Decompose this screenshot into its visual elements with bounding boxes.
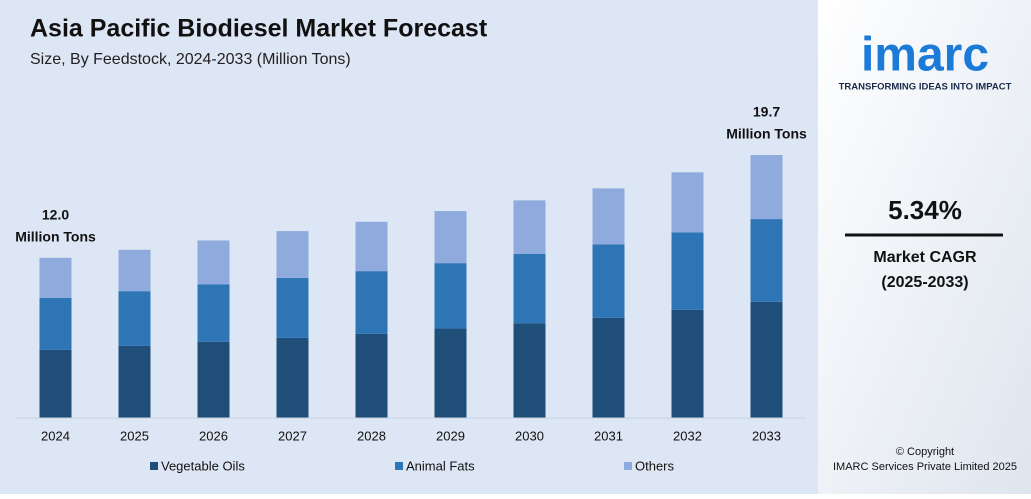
annotation-unit: Million Tons [15, 229, 96, 245]
bar-segment [197, 240, 230, 285]
side-panel [818, 0, 1031, 494]
bar-segment [118, 291, 151, 346]
legend-swatch [624, 462, 632, 470]
chart-subtitle: Size, By Feedstock, 2024-2033 (Million T… [30, 51, 351, 68]
bar-segment [750, 301, 783, 418]
bar-segment [197, 284, 230, 342]
cagr-label: Market CAGR [873, 249, 977, 266]
bar-segment [118, 345, 151, 418]
x-tick-label: 2027 [278, 428, 307, 443]
x-tick-label: 2033 [752, 428, 781, 443]
legend-label: Animal Fats [406, 458, 475, 473]
bar-segment [39, 349, 72, 418]
bar-segment [434, 328, 467, 418]
legend-swatch [150, 462, 158, 470]
cagr-value: 5.34% [888, 195, 962, 225]
annotation-value: 12.0 [42, 207, 69, 223]
x-tick-label: 2031 [594, 428, 623, 443]
bar-segment [355, 221, 388, 272]
chart-title: Asia Pacific Biodiesel Market Forecast [30, 15, 488, 43]
bar-segment [355, 333, 388, 418]
bar-segment [276, 337, 309, 418]
company: IMARC Services Private Limited 2025 [833, 461, 1017, 473]
bar-segment [276, 231, 309, 278]
bar-segment [671, 172, 704, 233]
legend-label: Others [635, 458, 675, 473]
bar-segment [592, 244, 625, 318]
x-tick-label: 2030 [515, 428, 544, 443]
x-tick-label: 2029 [436, 428, 465, 443]
bar-segment [671, 232, 704, 310]
bar-segment [750, 155, 783, 220]
bar-segment [197, 341, 230, 418]
bar-segment [39, 257, 72, 298]
x-tick-label: 2028 [357, 428, 386, 443]
bar-segment [118, 249, 151, 292]
legend-swatch [395, 462, 403, 470]
bar-segment [513, 200, 546, 254]
x-tick-label: 2025 [120, 428, 149, 443]
copyright: © Copyright [896, 446, 954, 458]
logo: imarc [861, 29, 989, 82]
cagr-period: (2025-2033) [881, 274, 968, 291]
bar-segment [750, 219, 783, 302]
bar-segment [276, 277, 309, 338]
bar-segment [592, 188, 625, 245]
bar-segment [592, 317, 625, 418]
bar-segment [513, 253, 546, 324]
bar-segment [671, 309, 704, 418]
legend-label: Vegetable Oils [161, 458, 245, 473]
annotation-unit: Million Tons [726, 126, 807, 142]
tagline: TRANSFORMING IDEAS INTO IMPACT [839, 82, 1012, 93]
x-tick-label: 2032 [673, 428, 702, 443]
bar-segment [434, 263, 467, 329]
x-tick-label: 2024 [41, 428, 70, 443]
bar-segment [355, 271, 388, 334]
bar-segment [513, 323, 546, 418]
x-tick-label: 2026 [199, 428, 228, 443]
bar-segment [434, 211, 467, 264]
bar-segment [39, 297, 72, 350]
annotation-value: 19.7 [753, 104, 780, 120]
